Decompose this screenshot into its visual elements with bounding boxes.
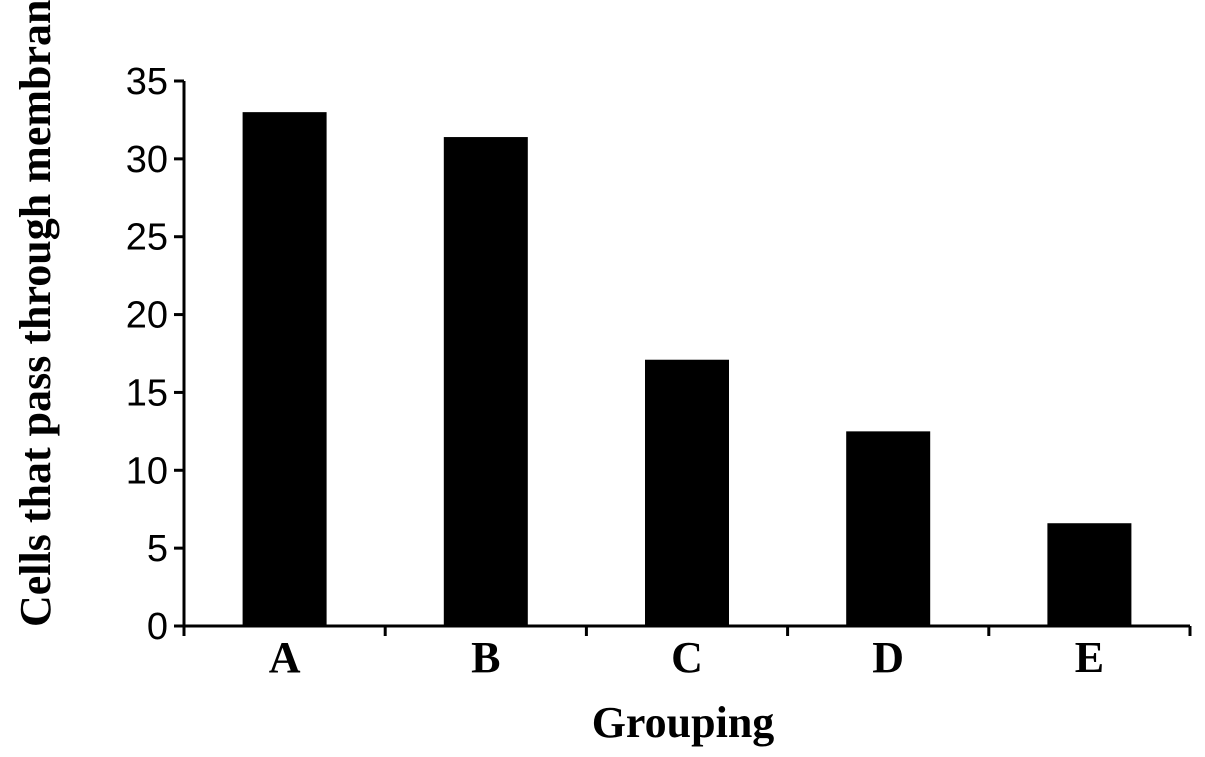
y-tick-label: 20 bbox=[126, 295, 168, 337]
bar-b bbox=[443, 137, 528, 627]
y-ticks-group: 0 5 10 15 20 25 30 35 bbox=[126, 61, 184, 648]
x-category-label: B bbox=[471, 633, 500, 682]
y-tick-label: 35 bbox=[126, 61, 168, 103]
y-axis-title: Cells that pass through membrane bbox=[11, 0, 60, 627]
x-category-label: E bbox=[1075, 633, 1104, 682]
x-category-label: D bbox=[872, 633, 904, 682]
y-tick-label: 10 bbox=[126, 450, 168, 492]
x-axis-title: Grouping bbox=[592, 698, 775, 747]
x-ticks-group: A B C D E bbox=[182, 626, 1192, 682]
axes-group bbox=[182, 81, 1190, 628]
bar-c bbox=[645, 359, 729, 626]
y-tick-label: 25 bbox=[126, 217, 168, 259]
bar-d bbox=[846, 431, 931, 626]
y-tick-label: 0 bbox=[147, 606, 168, 648]
x-category-label: A bbox=[269, 633, 301, 682]
y-tick-label: 30 bbox=[126, 139, 168, 181]
y-tick-label: 5 bbox=[147, 528, 168, 570]
bars-group bbox=[242, 112, 1132, 627]
bar-a bbox=[242, 112, 327, 626]
x-category-label: C bbox=[671, 633, 703, 682]
bar-e bbox=[1047, 523, 1132, 626]
y-tick-label: 15 bbox=[126, 372, 168, 414]
